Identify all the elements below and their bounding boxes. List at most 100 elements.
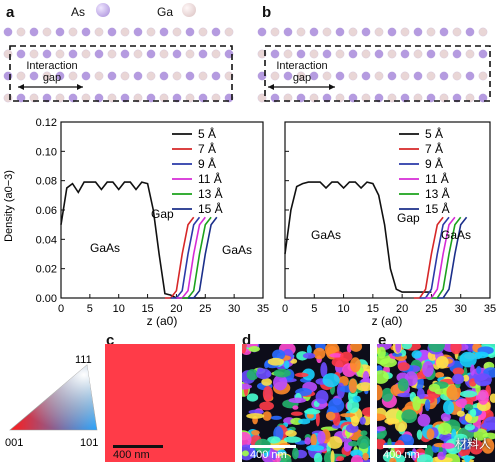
grain [267,436,281,444]
ga-label: Ga [157,5,174,19]
scalebar-c-text: 400 nm [113,449,150,461]
atom [257,93,267,103]
x-tick-label: 15 [141,303,153,315]
scalebar-d [250,445,296,448]
grain [377,370,389,384]
series-line [419,216,450,299]
series-line [413,216,444,299]
atom [224,49,234,59]
grain [362,452,369,461]
atom [296,71,306,81]
atom [198,27,208,37]
grain [443,400,455,415]
grain [251,429,260,436]
grain [306,345,312,355]
grain [242,344,247,354]
grain [320,362,328,378]
atom [387,93,397,103]
grain [262,411,272,421]
y-tick-label: 0.10 [36,146,57,158]
grain [272,453,277,461]
atom [465,27,475,37]
gap-arrowhead-left-a [18,84,24,90]
x-tick-label: 35 [484,303,496,315]
grain [267,357,284,366]
atom [55,93,65,103]
atom [361,27,371,37]
grain [340,413,356,418]
atom [322,71,332,81]
atom [309,93,319,103]
atom [133,71,143,81]
atom [270,93,280,103]
grain [416,388,425,401]
grain [306,413,314,419]
grain [356,435,370,450]
atom [146,27,156,37]
grain [288,397,307,404]
atom [439,71,449,81]
grain [310,433,317,447]
atom [270,49,280,59]
series-line [437,216,468,299]
atom [348,93,358,103]
grain [460,390,478,398]
atom [413,93,423,103]
grain [290,358,298,364]
x-tick-label: 35 [257,303,269,315]
atom [133,49,143,59]
grain [325,411,336,421]
atom [120,71,130,81]
grain [435,355,449,369]
interaction-gap-line1-a: Interaction [26,60,78,72]
atom [81,49,91,59]
density-plots: Density (a0−3) 0 5 10 15 20 25 30 35 0.00 0.02 0.0… [3,117,496,328]
legend-b: 5 Å7 Å9 Å11 Å13 Å15 Å [399,126,450,216]
series-line [188,216,218,299]
atom [348,71,358,81]
grain [377,384,383,401]
atom [257,49,267,59]
grain [273,374,288,391]
atom [400,27,410,37]
atom [270,27,280,37]
grains-e [377,344,495,462]
atom [185,93,195,103]
atom [81,27,91,37]
grain [377,413,387,421]
atom [374,49,384,59]
grain [362,407,370,417]
grain [261,378,272,386]
atom [81,93,91,103]
grain [422,360,434,377]
x-tick-label: 0 [58,303,64,315]
grain [416,454,434,462]
atom [211,93,221,103]
atom [283,93,293,103]
grain [411,350,422,359]
ticks-a: 0 5 10 15 20 25 30 35 0.00 0.02 0.04 0.06 0.08 0.10 0.… [36,117,270,315]
gaas-left-b: GaAs [311,228,341,242]
scalebar-e-text: 400 nm [383,449,420,461]
grain [242,383,252,390]
atom [374,71,384,81]
grain [302,368,315,381]
grain [330,450,335,462]
atom [159,93,169,103]
atom [55,27,65,37]
atom [270,71,280,81]
grain [377,346,386,359]
gap-arrowhead-right-a [77,84,83,90]
series-line [164,216,195,299]
lattice-a [3,27,234,103]
atom [172,93,182,103]
grain [406,451,416,456]
atom [283,27,293,37]
atom [159,71,169,81]
atom [413,71,423,81]
grain [350,449,363,458]
atom [335,71,345,81]
atom [107,71,117,81]
grain [306,444,325,452]
panel-d-image: 400 nm [242,344,370,462]
